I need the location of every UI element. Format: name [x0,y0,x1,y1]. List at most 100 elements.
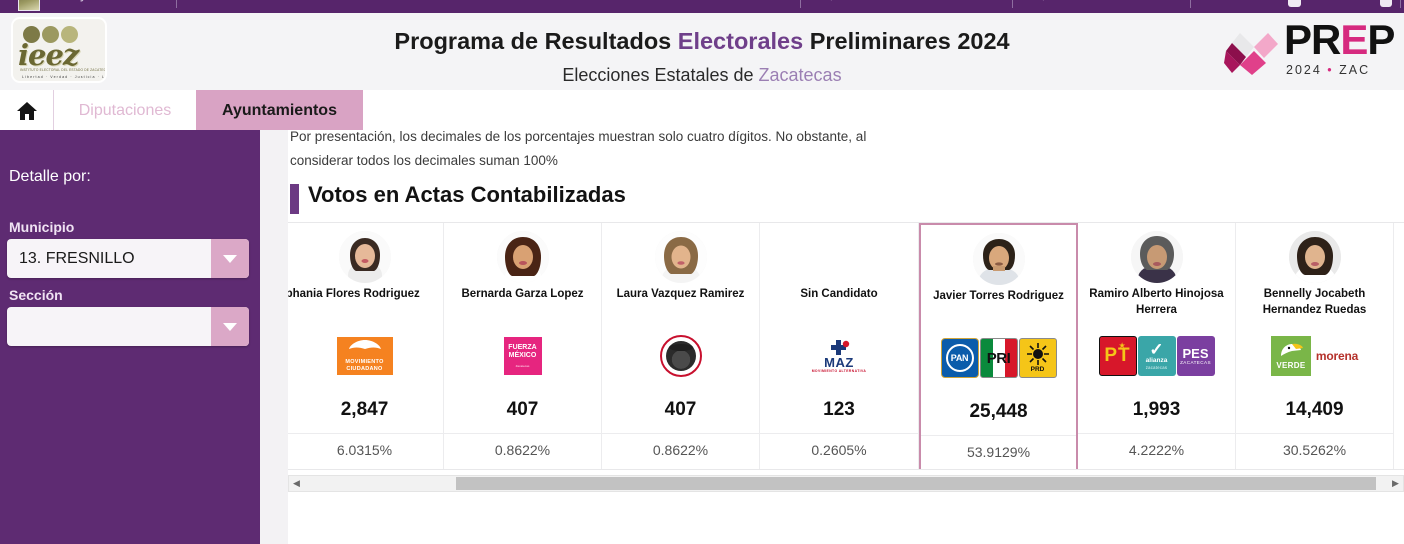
browser-tab-favicon [18,0,40,11]
candidate-name: Bernarda Garza Lopez [461,288,584,300]
party-logo-partido-del-pueblo [659,335,702,377]
divider [921,435,1076,436]
avatar [1130,231,1183,283]
toolbar-icon-c[interactable]: ⚙ [1038,0,1049,3]
avatar [654,231,707,283]
candidate-card[interactable]: Bennelly Jocabeth Hernandez Ruedas VERDE… [1236,223,1394,469]
party-logo-verde: VERDE [1270,336,1311,376]
prep-year: 2024 [1286,63,1322,77]
party-logo-pt: PT ★ [1098,336,1137,376]
chevron-down-icon[interactable]: ▾ [872,0,878,3]
toolbar-divider [1190,0,1191,8]
decimals-note: Por presentación, los decimales de los p… [290,129,867,168]
fxm-label-1: FUERZA [508,344,537,351]
vote-percentage: 53.9129% [966,444,1031,460]
results-table: lephania Flores Rodriguez MOVIMIENTO CIUD… [288,222,1404,470]
party-logos: PAN PRI [921,335,1076,381]
party-logo-maz: MAZ MOVIMIENTO ALTERNATIVA [811,336,867,376]
ieez-logo[interactable]: ieez INSTITUTO ELECTORAL DEL ESTADO DE Z… [13,19,105,81]
pt-star-icon: ★ [1118,341,1126,350]
verde-label: VERDE [1276,361,1306,370]
party-logos: MAZ MOVIMIENTO ALTERNATIVA [760,333,918,379]
prep-pr: PR [1284,16,1341,63]
candidate-name: Javier Torres Rodriguez [933,290,1064,302]
prep-logo[interactable]: PREP 2024 • ZAC [1222,16,1398,83]
toolbar-right-control[interactable] [1380,0,1392,7]
fxm-sublabel: Zacatecas [515,364,530,368]
party-logos: FUERZA MÉXICO Zacatecas [444,333,601,379]
ieez-logo-values: Libertad · Verdad · Justicia · Legalidad [22,75,105,79]
pri-label: PRI [986,349,1011,367]
divider [760,433,918,434]
prep-state: ZAC [1339,63,1371,77]
prep-e: E [1340,16,1368,63]
toolbar-divider [1012,0,1013,8]
page-header: ieez INSTITUTO ELECTORAL DEL ESTADO DE Z… [0,13,1404,90]
fxm-label-2: MÉXICO [508,352,537,359]
toolbar-icon-d[interactable]: ▾ [1118,0,1124,3]
pes-sublabel: ZACATECAS [1180,360,1211,365]
browser-tab-title[interactable]: Ayuntamiz [72,0,131,2]
party-logo-pri: PRI [979,338,1018,378]
scroll-right-arrow-icon[interactable]: ▶ [1392,478,1399,488]
seccion-chevron-down-icon[interactable] [211,307,249,346]
prep-dot-separator: • [1327,63,1334,77]
toolbar-icon-a[interactable]: ☰ [655,0,666,3]
content-gutter [260,130,288,544]
candidate-name: Ramiro Alberto Hinojosa Herrera [1089,288,1224,316]
candidate-card[interactable]: Ramiro Alberto Hinojosa Herrera PT ★ ✓ a… [1078,223,1236,469]
scroll-left-arrow-icon[interactable]: ◀ [293,478,300,488]
horizontal-scrollbar[interactable]: ◀ ▶ [288,475,1404,492]
scrollbar-thumb[interactable] [456,477,1376,490]
prep-wordmark: PREP [1284,16,1395,63]
page-title-pre: Programa de Resultados [394,28,678,54]
candidate-card[interactable]: Sin Candidato MAZ MOVIMIENTO ALTERNATIVA… [760,223,919,469]
vote-percentage: 30.5262% [1282,442,1347,458]
divider [444,433,601,434]
home-tab[interactable] [0,90,54,132]
municipio-select[interactable]: 13. FRESNILLO [7,239,249,278]
alianza-sublabel: zacatecas [1145,365,1168,370]
party-logo-pan: PAN [940,338,979,378]
seccion-select[interactable] [7,307,249,346]
section-title: Votos en Actas Contabilizadas [308,182,626,207]
prd-sun-icon [1026,343,1049,365]
municipio-label: Municipio [9,219,75,235]
section-accent-bar [290,184,299,214]
prd-label: PRD [1030,366,1045,373]
vote-percentage: 4.2222% [1128,442,1185,458]
alianza-label: alianza [1145,357,1168,364]
candidate-cards-row: lephania Flores Rodriguez MOVIMIENTO CIUD… [288,223,1394,469]
municipio-chevron-down-icon[interactable] [211,239,249,278]
pt-label: PT [1104,345,1131,366]
ieez-logo-subtitle: INSTITUTO ELECTORAL DEL ESTADO DE ZACATE… [20,68,105,72]
candidate-card[interactable]: lephania Flores Rodriguez MOVIMIENTO CIUD… [288,223,444,469]
candidate-card[interactable]: Bernarda Garza Lopez FUERZA MÉXICO Zacate… [444,223,602,469]
tab-diputaciones[interactable]: Diputaciones [54,90,196,132]
sidebar-heading: Detalle por: [9,168,91,185]
party-logo-prd: PRD [1018,338,1057,378]
candidate-card-winner[interactable]: Javier Torres Rodriguez PAN PRI [919,223,1078,469]
tab-diputaciones-label: Diputaciones [78,102,172,119]
toolbar-icon-b[interactable]: ⚙ [826,0,837,3]
page-title-post: Preliminares 2024 [803,28,1010,54]
divider [602,433,759,434]
check-icon: ✓ [1149,340,1164,359]
candidate-name: Bennelly Jocabeth Hernandez Ruedas [1262,288,1367,316]
votes-count: 1,993 [1132,399,1181,420]
divider [1236,433,1393,434]
main-navigation: Diputaciones Ayuntamientos [0,90,1404,132]
votes-count: 123 [823,399,855,420]
toolbar-divider [176,0,177,8]
votes-count: 25,448 [969,401,1028,422]
tab-ayuntamientos[interactable]: Ayuntamientos [196,90,363,132]
maz-cross-icon [831,339,850,355]
divider [288,433,443,434]
candidate-card[interactable]: Laura Vazquez Ramirez 407 0.8622% [602,223,760,469]
avatar [972,233,1025,285]
ieez-logo-figures [23,24,95,44]
toolbar-slider-knob[interactable] [1288,0,1301,7]
prep-p: P [1367,16,1395,63]
vote-percentage: 0.8622% [494,442,551,458]
verde-toucan-icon [1280,343,1303,356]
